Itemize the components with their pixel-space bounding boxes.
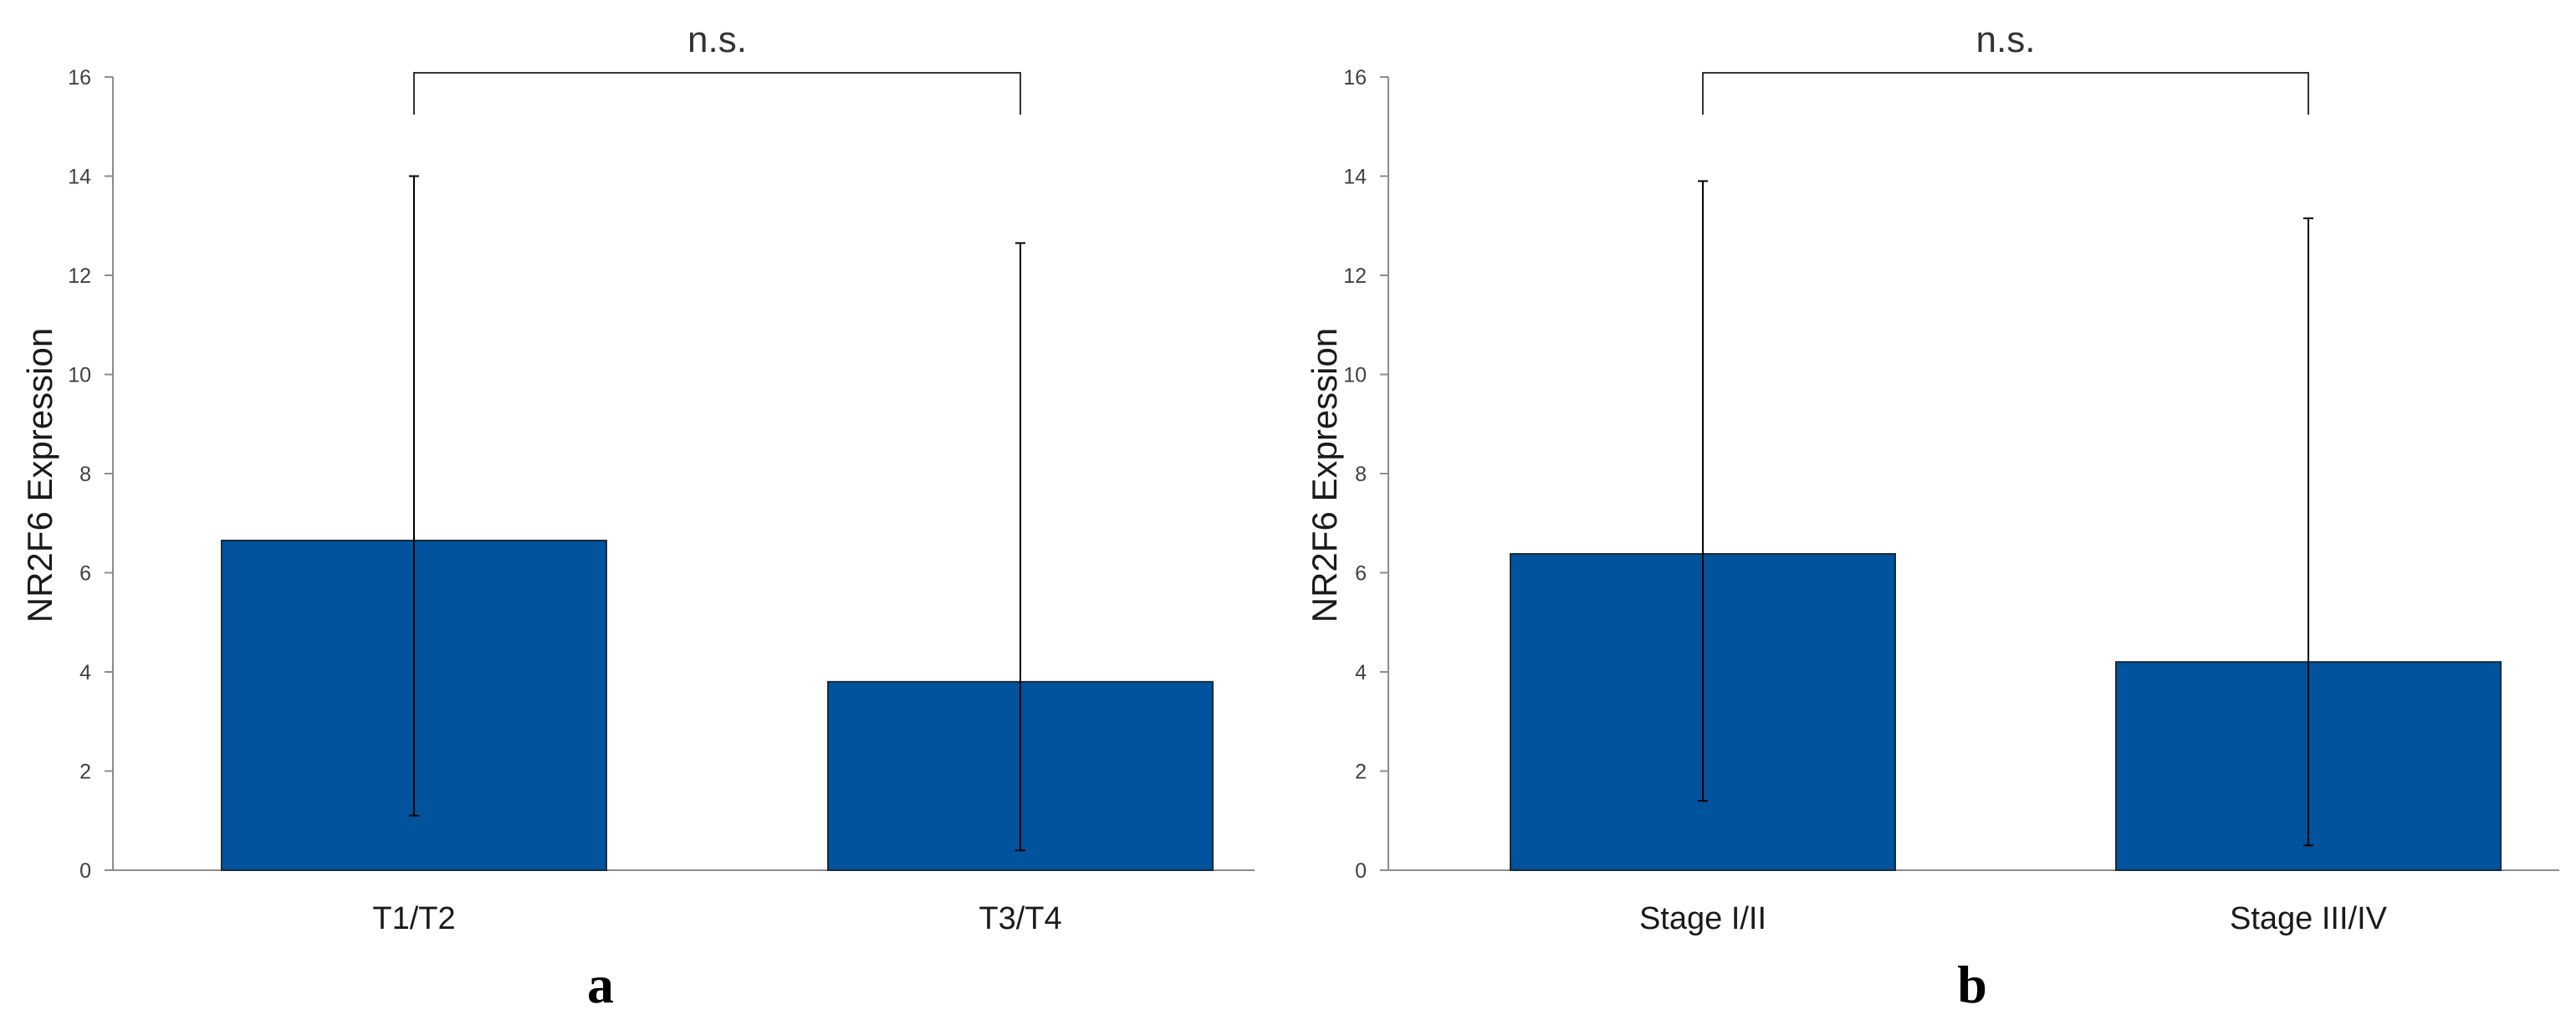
- panel-b-chart: 0 2 4 6 8 10 12 14 16 NR2F6 Expression Stage I/II S…: [1305, 19, 2559, 1014]
- y-tick-label: 2: [79, 761, 91, 784]
- y-tick-label: 4: [1355, 661, 1367, 684]
- category-label: T1/T2: [372, 901, 455, 936]
- y-tick-label: 6: [1355, 562, 1367, 586]
- significance-bracket: [1702, 72, 2309, 115]
- y-tick-label: 0: [79, 859, 91, 883]
- y-axis-title: NR2F6 Expression: [20, 328, 59, 623]
- y-tick-label: 14: [1343, 166, 1367, 189]
- y-tick-label: 8: [79, 463, 91, 486]
- y-tick-label: 0: [1355, 859, 1367, 883]
- y-tick-label: 16: [68, 66, 91, 90]
- y-tick-label: 8: [1355, 463, 1367, 486]
- significance-label: n.s.: [687, 19, 747, 60]
- y-tick-label: 2: [1355, 761, 1367, 784]
- panel-letter: a: [587, 955, 614, 1014]
- y-tick-label: 10: [68, 364, 91, 387]
- panel-letter: b: [1957, 955, 1987, 1014]
- y-tick-label: 12: [68, 264, 91, 288]
- y-tick-label: 4: [79, 661, 91, 684]
- category-label: Stage III/IV: [2230, 901, 2388, 936]
- y-tick-label: 12: [1343, 264, 1367, 288]
- y-tick-label: 16: [1343, 66, 1367, 90]
- y-axis-title: NR2F6 Expression: [1305, 328, 1344, 623]
- significance-label: n.s.: [1976, 19, 2036, 60]
- panel-a-chart: 0 2 4 6 8 10 12 14 16 NR2F6 Expression T1/T2 T3/T4 n…: [20, 19, 1255, 1014]
- significance-bracket: [413, 72, 1021, 115]
- y-tick-label: 6: [79, 562, 91, 586]
- y-tick-label: 10: [1343, 364, 1367, 387]
- category-label: T3/T4: [979, 901, 1061, 936]
- category-label: Stage I/II: [1639, 901, 1766, 936]
- y-tick-label: 14: [68, 166, 91, 189]
